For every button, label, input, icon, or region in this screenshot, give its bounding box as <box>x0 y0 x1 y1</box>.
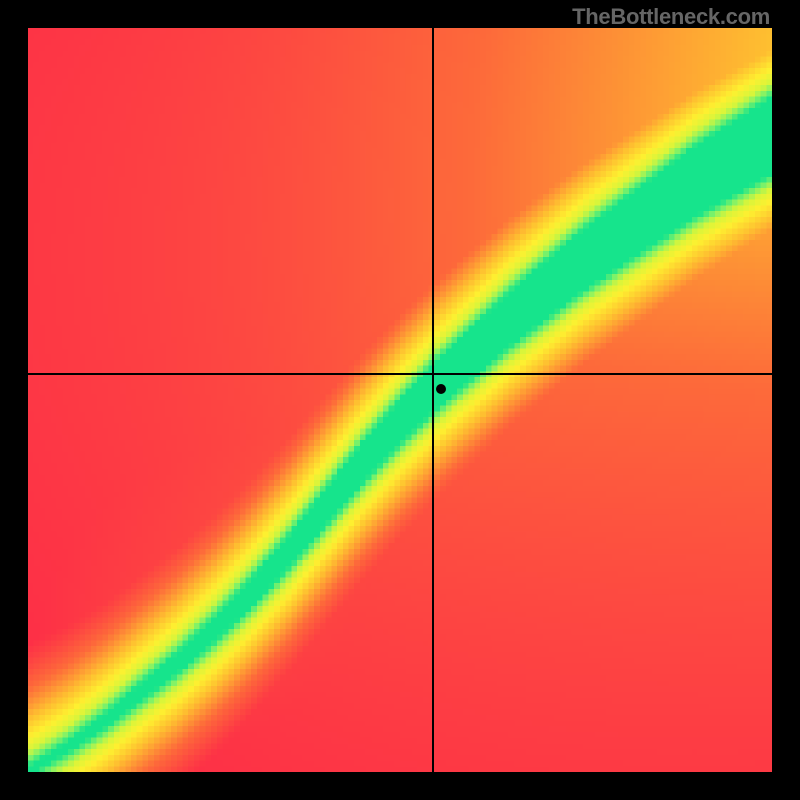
watermark-text: TheBottleneck.com <box>572 4 770 30</box>
bottleneck-heatmap <box>28 28 772 772</box>
crosshair-vertical <box>432 28 434 772</box>
data-point-marker <box>436 384 446 394</box>
crosshair-horizontal <box>28 373 772 375</box>
